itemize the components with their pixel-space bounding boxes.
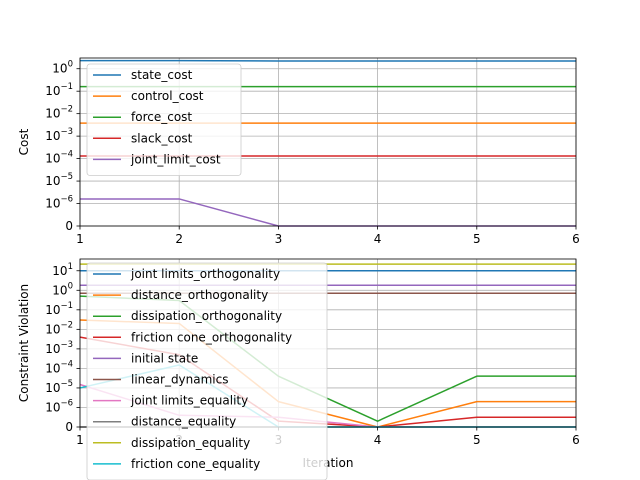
y-axis-label: Cost	[17, 128, 31, 155]
y-tick-label: 0	[65, 420, 73, 434]
x-tick-label: 1	[76, 433, 84, 447]
legend: joint limits_orthogonality distance_ortho…	[86, 262, 328, 480]
y-tick-label: 101	[52, 262, 73, 278]
legend-label: distance_orthogonality	[131, 288, 268, 302]
x-tick-label: 1	[76, 232, 84, 246]
y-tick-label: 10−2	[45, 320, 73, 336]
axes-frame	[79, 258, 577, 428]
legend-label: control_cost	[131, 89, 204, 103]
axes-frame	[79, 57, 577, 227]
legend-label: force_cost	[131, 110, 192, 124]
y-tick-label: 10−3	[45, 127, 73, 143]
y-tick-label: 10−4	[45, 359, 73, 375]
legend-label: distance_equality	[131, 415, 236, 429]
x-tick-label: 5	[473, 232, 481, 246]
x-tick-label: 5	[473, 433, 481, 447]
x-tick-label: 3	[275, 232, 283, 246]
y-tick-label: 0	[65, 219, 73, 233]
legend-label: state_cost	[131, 68, 193, 82]
legend: state_cost control_cost force_cost slack_co…	[86, 63, 242, 176]
y-tick-label: 10−5	[45, 379, 73, 395]
y-tick-label: 10−4	[45, 150, 73, 166]
y-tick-label: 10−5	[45, 172, 73, 188]
legend-label: joint limits_equality	[130, 394, 248, 408]
legend-label: dissipation_equality	[131, 436, 250, 450]
series-line-4	[80, 198, 576, 227]
y-tick-label: 10−6	[45, 398, 73, 414]
y-tick-label: 10−3	[45, 340, 73, 356]
legend-label: friction cone_orthogonality	[131, 330, 292, 344]
x-tick-label: 4	[374, 433, 382, 447]
legend-box	[86, 262, 328, 480]
y-tick-label: 10−2	[45, 105, 73, 121]
legend-label: friction cone_equality	[131, 457, 260, 471]
y-tick-label: 10−6	[45, 195, 73, 211]
legend-label: joint_limit_cost	[130, 152, 221, 166]
x-tick-label: 6	[572, 433, 580, 447]
chart-panel-1: 1 2 3 4 5 6 0 10−6 10−5 10−4 10−3 10−2 10−1 100 Cost st…	[17, 57, 580, 246]
y-tick-label: 10−1	[45, 301, 73, 317]
y-tick-label: 10−1	[45, 82, 73, 98]
chart-panel-2: 123456010−610−510−410−310−210−1100101Con…	[17, 258, 580, 480]
legend-box	[86, 63, 242, 176]
legend-label: slack_cost	[131, 131, 193, 145]
y-axis-label: Constraint Violation	[17, 284, 31, 402]
x-tick-label: 4	[374, 232, 382, 246]
y-tick-label: 100	[52, 281, 73, 297]
x-tick-label: 6	[572, 232, 580, 246]
legend-label: linear_dynamics	[131, 373, 229, 387]
legend-label: initial state	[131, 351, 198, 365]
y-tick-label: 100	[52, 60, 73, 76]
legend-label: joint limits_orthogonality	[130, 267, 280, 281]
x-tick-label: 2	[175, 232, 183, 246]
legend-label: dissipation_orthogonality	[131, 309, 282, 323]
